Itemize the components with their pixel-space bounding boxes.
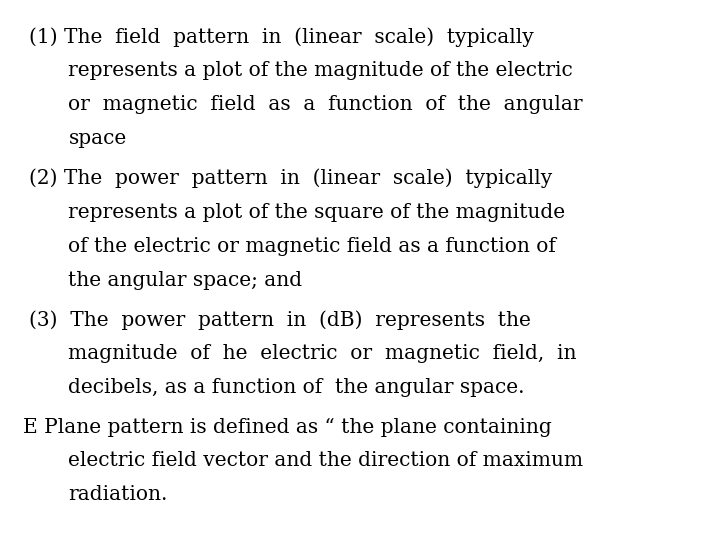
Text: electric field vector and the direction of maximum: electric field vector and the direction … [68,451,583,470]
Text: the angular space; and: the angular space; and [68,271,302,289]
Text: represents a plot of the square of the magnitude: represents a plot of the square of the m… [68,202,565,221]
Text: decibels, as a function of  the angular space.: decibels, as a function of the angular s… [68,378,525,397]
Text: (3)  The  power  pattern  in  (dB)  represents  the: (3) The power pattern in (dB) represents… [29,310,531,329]
Text: magnitude  of  he  electric  or  magnetic  field,  in: magnitude of he electric or magnetic fie… [68,344,577,363]
Text: radiation.: radiation. [68,485,168,504]
Text: E Plane pattern is defined as “ the plane containing: E Plane pattern is defined as “ the plan… [23,417,552,436]
Text: represents a plot of the magnitude of the electric: represents a plot of the magnitude of th… [68,61,573,80]
Text: space: space [68,129,127,148]
Text: (1) The  field  pattern  in  (linear  scale)  typically: (1) The field pattern in (linear scale) … [29,27,534,46]
Text: of the electric or magnetic field as a function of: of the electric or magnetic field as a f… [68,237,557,255]
Text: or  magnetic  field  as  a  function  of  the  angular: or magnetic field as a function of the a… [68,95,583,114]
Text: (2) The  power  pattern  in  (linear  scale)  typically: (2) The power pattern in (linear scale) … [29,168,552,188]
